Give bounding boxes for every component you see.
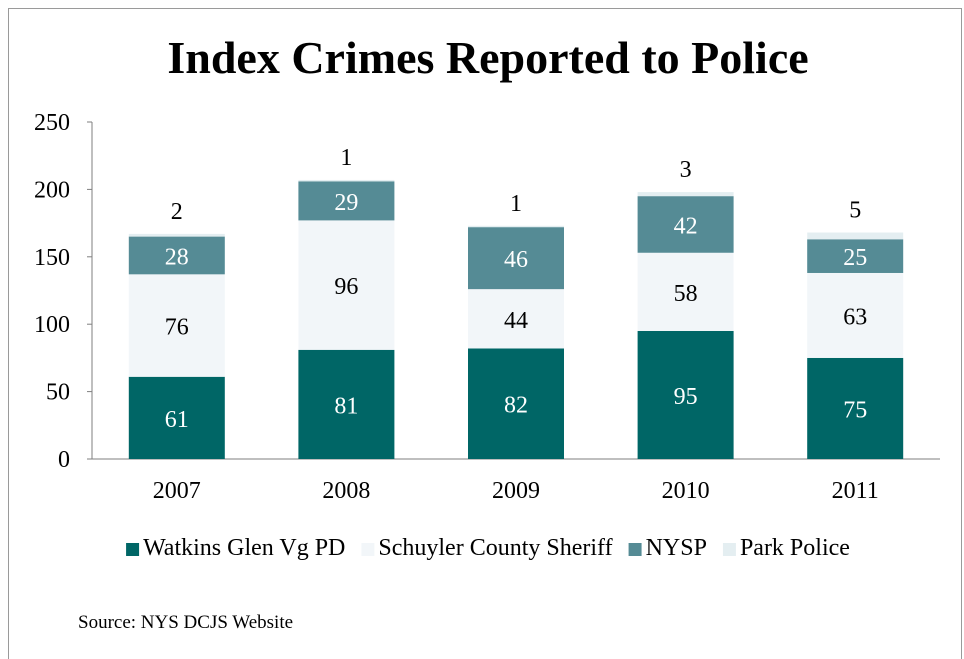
bar-segment xyxy=(298,349,395,459)
data-label: 2 xyxy=(171,199,183,225)
legend-label: Watkins Glen Vg PD xyxy=(143,535,345,561)
legend-swatch xyxy=(628,543,642,556)
y-tick-label: 0 xyxy=(58,447,70,473)
bar-segment xyxy=(468,225,564,228)
data-label: 75 xyxy=(843,397,867,423)
data-label: 82 xyxy=(504,393,528,419)
data-label: 96 xyxy=(334,274,358,300)
chart-frame xyxy=(8,8,962,659)
legend-item: Schuyler County Sheriff xyxy=(361,535,613,561)
bar-segment xyxy=(807,239,904,273)
data-label: 5 xyxy=(849,198,861,224)
bar-segment xyxy=(807,272,904,358)
legend-swatch xyxy=(361,543,375,556)
bar-segment xyxy=(637,196,734,253)
legend-item: NYSP xyxy=(628,535,707,561)
data-label: 58 xyxy=(674,281,698,307)
data-label: 81 xyxy=(334,393,358,419)
x-tick-label: 2009 xyxy=(492,478,540,504)
data-label: 61 xyxy=(165,407,189,433)
y-tick-label: 250 xyxy=(34,110,70,136)
legend-swatch xyxy=(126,543,140,556)
bar-segment xyxy=(298,220,395,350)
data-label: 28 xyxy=(165,244,189,270)
legend-label: Park Police xyxy=(740,535,850,561)
legend-label: NYSP xyxy=(646,535,707,561)
x-tick-label: 2008 xyxy=(322,478,370,504)
legend-swatch xyxy=(722,543,736,556)
x-tick-label: 2007 xyxy=(153,478,201,504)
bar-segment xyxy=(807,232,904,240)
data-label: 63 xyxy=(843,304,867,330)
x-tick-label: 2010 xyxy=(662,478,710,504)
legend-item: Watkins Glen Vg PD xyxy=(126,535,345,561)
data-label: 76 xyxy=(165,315,189,341)
legend-item: Park Police xyxy=(722,535,850,561)
bar-segment xyxy=(468,227,564,290)
plot-area: 0 50 100 150 200 250 61 76 28 2 2007 81 96 29 1 2008 82 4… xyxy=(34,110,940,504)
x-tick-label: 2011 xyxy=(832,478,879,504)
bar-segment xyxy=(128,274,225,377)
bar-segment xyxy=(637,330,734,459)
y-tick-label: 200 xyxy=(34,177,70,203)
chart-title: Index Crimes Reported to Police xyxy=(167,32,808,83)
data-label: 42 xyxy=(674,213,698,239)
data-label: 25 xyxy=(843,245,867,271)
y-tick-label: 100 xyxy=(34,312,70,338)
y-tick-label: 150 xyxy=(34,245,70,271)
bar-segment xyxy=(807,357,904,459)
bar-segment xyxy=(298,181,395,221)
data-label: 95 xyxy=(674,384,698,410)
data-label: 1 xyxy=(510,191,522,217)
bar-segment xyxy=(637,192,734,197)
bar-segment xyxy=(468,348,564,459)
data-label: 1 xyxy=(340,145,352,171)
data-label: 46 xyxy=(504,247,528,273)
bar-segment xyxy=(128,376,225,459)
y-tick-label: 50 xyxy=(46,380,70,406)
bar-segment xyxy=(128,233,225,237)
legend-label: Schuyler County Sheriff xyxy=(378,535,612,561)
bar-segment xyxy=(298,179,395,182)
data-label: 44 xyxy=(504,308,528,334)
bar-segment xyxy=(128,236,225,275)
bar-segment xyxy=(637,252,734,331)
source-note: Source: NYS DCJS Website xyxy=(78,612,293,633)
legend: Watkins Glen Vg PD Schuyler County Sherif… xyxy=(126,535,850,561)
data-label: 29 xyxy=(334,190,358,216)
bar-segment xyxy=(468,289,564,349)
data-label: 3 xyxy=(680,157,692,183)
